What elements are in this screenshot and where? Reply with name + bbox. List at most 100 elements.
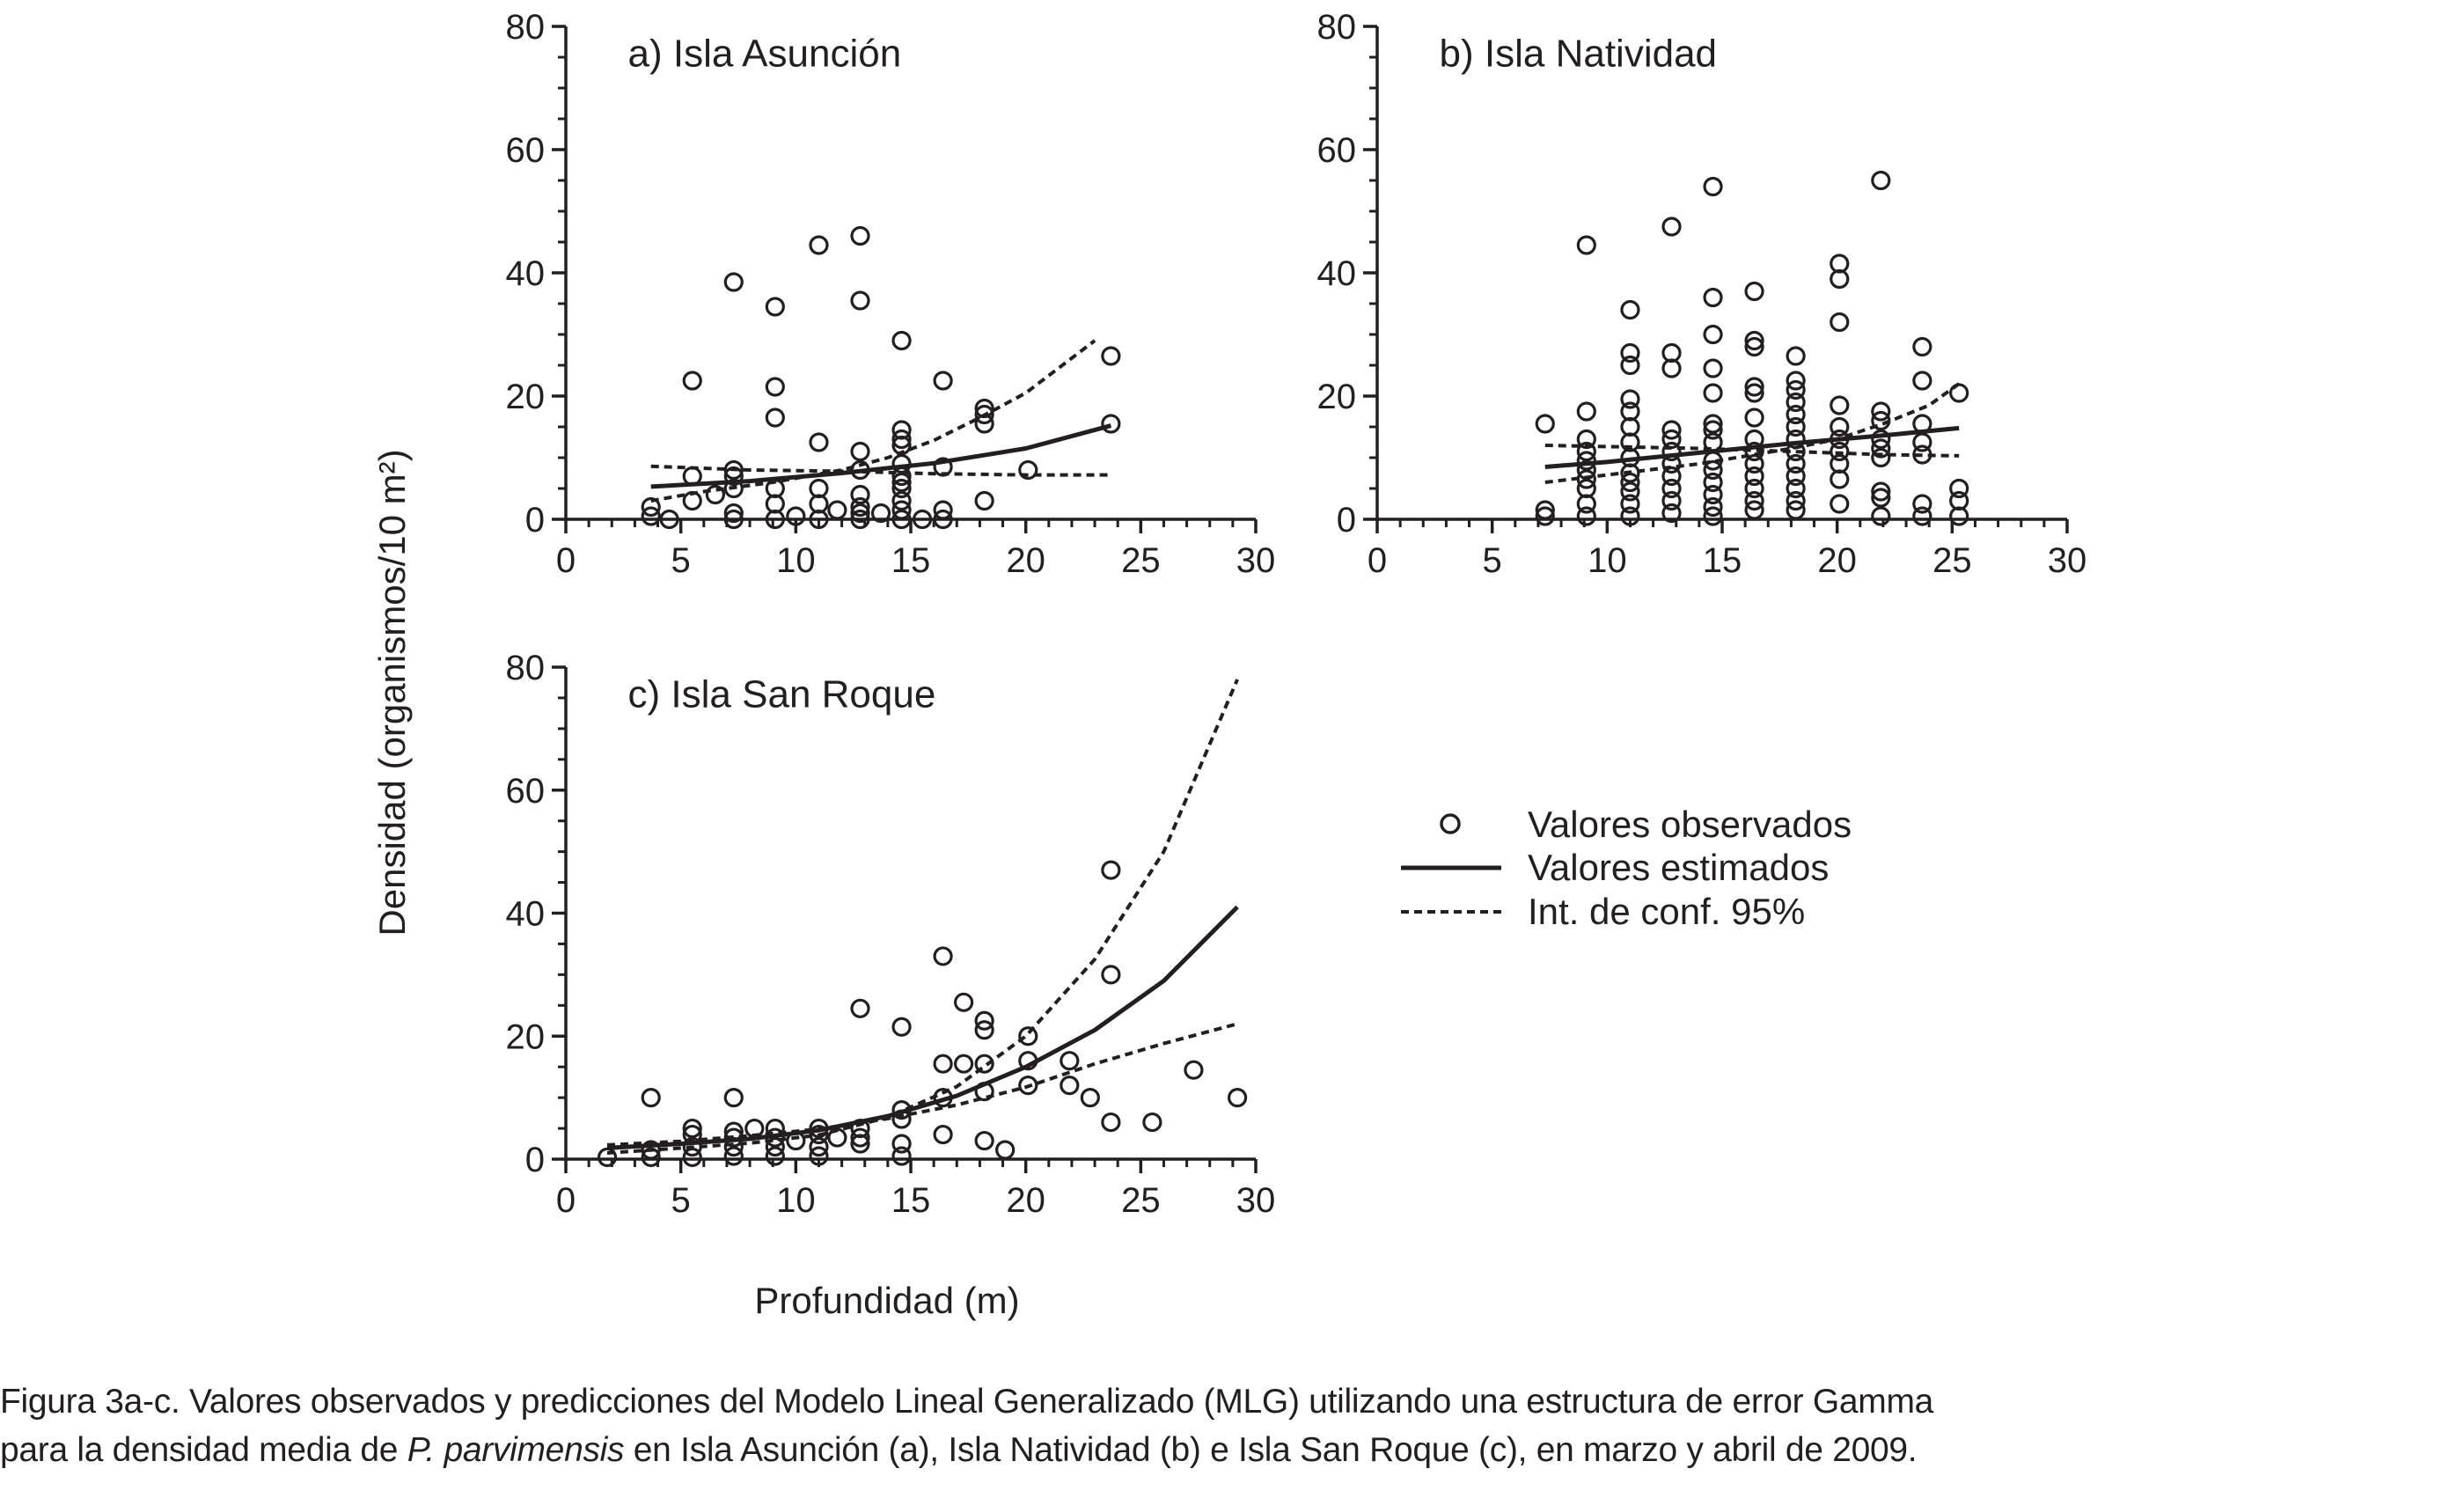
observed-point xyxy=(1830,268,1850,290)
observed-point xyxy=(659,509,679,530)
y-tick-label: 40 xyxy=(506,254,546,293)
observed-point xyxy=(1661,217,1682,237)
observed-point xyxy=(682,466,702,487)
figure-caption: Figura 3a-c. Valores observados y predic… xyxy=(0,1377,2464,1474)
observed-point xyxy=(1535,500,1555,520)
observed-point xyxy=(870,503,891,524)
observed-point xyxy=(974,1130,994,1151)
x-tick-label: 30 xyxy=(1236,541,1276,580)
y-tick-label: 0 xyxy=(1337,501,1356,540)
observed-point xyxy=(641,496,661,518)
observed-point xyxy=(974,1020,994,1040)
observed-point xyxy=(1018,1026,1038,1046)
observed-point xyxy=(723,466,744,487)
x-tick-label: 30 xyxy=(1236,1181,1276,1220)
observed-point xyxy=(1576,451,1596,471)
observed-point xyxy=(1703,506,1723,526)
observed-point xyxy=(1703,451,1723,471)
observed-point xyxy=(891,1099,912,1120)
observed-point xyxy=(1744,336,1764,357)
observed-point xyxy=(891,435,912,456)
observed-point xyxy=(1661,503,1682,524)
observed-point xyxy=(933,1124,953,1145)
observed-point xyxy=(1871,410,1891,431)
observed-point xyxy=(1912,371,1932,391)
observed-point xyxy=(933,500,953,520)
caption-line-2-end: en Isla Asunción (a), Isla Natividad (b)… xyxy=(624,1431,1918,1469)
observed-point xyxy=(765,1146,785,1166)
observed-point xyxy=(1949,383,1969,403)
observed-point xyxy=(1949,478,1969,499)
observed-point xyxy=(1912,336,1932,357)
observed-point xyxy=(809,1146,829,1166)
observed-point xyxy=(1703,496,1723,518)
legend-ci-label: Int. de conf. 95% xyxy=(1528,891,1805,932)
observed-point xyxy=(850,484,870,505)
observed-point xyxy=(1830,395,1850,415)
observed-point xyxy=(891,429,912,450)
observed-point xyxy=(1744,377,1764,397)
observed-point xyxy=(1912,444,1932,465)
observed-point xyxy=(723,1088,744,1108)
observed-point xyxy=(723,478,744,499)
observed-point xyxy=(1703,287,1723,308)
legend: Valores observados Valores estimados Int… xyxy=(1401,804,1852,932)
observed-point xyxy=(1786,404,1806,425)
observed-point xyxy=(850,1134,870,1154)
observed-point xyxy=(1620,506,1640,526)
observed-point xyxy=(809,1118,829,1139)
x-tick-label: 5 xyxy=(1483,541,1502,580)
observed-point xyxy=(995,1140,1016,1160)
observed-point xyxy=(765,509,785,530)
observed-point xyxy=(1871,447,1891,468)
observed-point xyxy=(682,1124,702,1145)
observed-point xyxy=(1786,441,1806,462)
panel-b: 0 20 40 60 80 0 5 10 15 20 25 30 b) Isla Natividad xyxy=(1317,8,2087,580)
observed-point xyxy=(933,1088,953,1108)
observed-point xyxy=(1661,441,1682,462)
observed-point xyxy=(891,1109,912,1129)
observed-point xyxy=(954,1054,974,1074)
observed-point xyxy=(1080,1088,1100,1108)
observed-point xyxy=(827,1127,847,1148)
observed-point xyxy=(641,506,661,526)
observed-point xyxy=(1018,459,1038,481)
observed-point xyxy=(641,1147,661,1168)
observed-point xyxy=(1227,1088,1248,1108)
observed-point xyxy=(891,509,912,530)
observed-point xyxy=(682,1147,702,1168)
observed-point xyxy=(1744,478,1764,499)
observed-point xyxy=(765,408,785,428)
observed-point xyxy=(1576,459,1596,481)
observed-point xyxy=(933,457,953,477)
y-tick-label: 20 xyxy=(1317,378,1357,416)
ci-band-curve xyxy=(606,679,1239,1155)
observed-point xyxy=(954,992,974,1012)
panel-title: b) Isla Natividad xyxy=(1440,33,1717,76)
observed-point xyxy=(1620,299,1640,320)
panel-title: c) Isla San Roque xyxy=(628,672,936,716)
observed-point xyxy=(765,1127,785,1148)
observed-point xyxy=(1744,490,1764,511)
observed-point xyxy=(1871,170,1891,191)
observed-point xyxy=(1786,416,1806,437)
observed-point xyxy=(974,1010,994,1031)
ci-band-curve xyxy=(650,339,1096,503)
observed-point xyxy=(1060,1051,1080,1071)
observed-point xyxy=(723,1136,744,1157)
observed-point xyxy=(1912,414,1932,434)
observed-point xyxy=(682,1136,702,1157)
observed-point xyxy=(1703,414,1723,434)
observed-point xyxy=(1101,860,1121,880)
observed-point xyxy=(786,1130,806,1151)
observed-point xyxy=(1744,408,1764,428)
observed-point xyxy=(765,297,785,317)
estimated-curve xyxy=(606,905,1239,1150)
observed-point xyxy=(850,441,870,462)
observed-point xyxy=(1576,506,1596,526)
observed-point xyxy=(765,377,785,397)
observed-point xyxy=(1744,383,1764,403)
observed-point xyxy=(1142,1112,1162,1133)
observed-point xyxy=(1620,472,1640,493)
x-tick-label: 15 xyxy=(891,541,931,580)
